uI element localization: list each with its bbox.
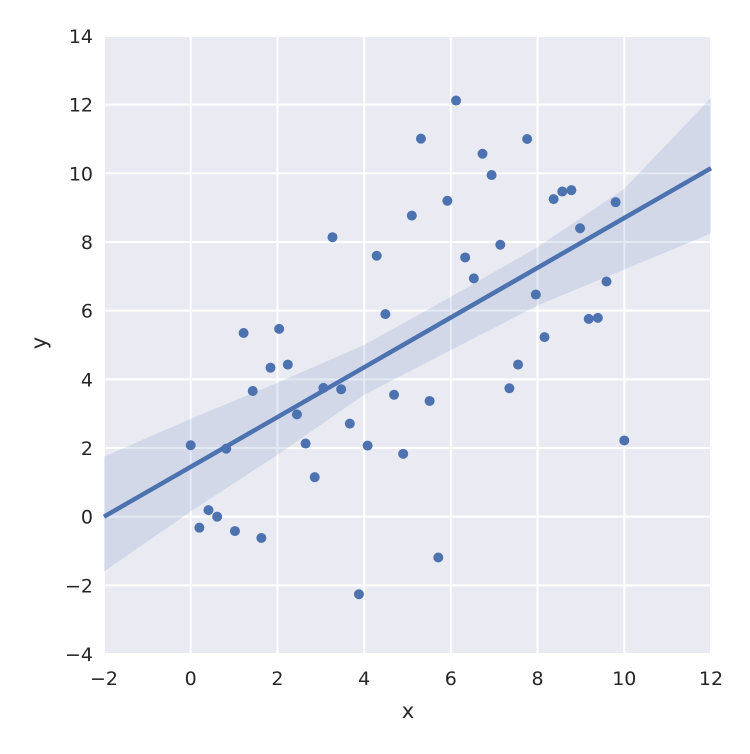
data-point [389,389,400,400]
confidence-band [104,97,711,572]
y-tick-label: 6 [81,301,93,323]
data-point [336,384,347,395]
x-axis-label: x [402,699,414,723]
data-point [238,327,249,338]
data-point [380,309,391,320]
x-tick-label: 10 [612,668,636,690]
data-point [398,448,409,459]
x-tick-label: −2 [90,668,118,690]
data-point [344,418,355,429]
data-point [548,194,559,205]
data-point [610,197,621,208]
data-point [256,532,267,543]
y-tick-label: 8 [81,232,93,254]
data-point [522,134,533,144]
data-point [433,552,444,563]
data-point [309,472,320,483]
y-tick-label: 2 [81,438,93,460]
x-tick-label: 8 [532,668,544,690]
data-point [265,362,276,373]
data-point [592,312,603,323]
data-point [601,276,612,287]
data-point [539,332,550,343]
data-point [557,186,568,197]
data-point [583,313,594,324]
data-point [282,359,293,370]
data-point [468,273,479,284]
data-point [619,435,630,446]
data-point [575,223,586,234]
data-point [460,252,471,263]
data-point [477,148,488,159]
y-tick-label: 10 [69,163,93,185]
y-tick-labels: −4 −2 0 2 4 6 8 10 12 14 [65,26,93,666]
data-point [451,95,462,106]
data-point [415,133,426,144]
data-point [371,250,382,261]
x-tick-label: 2 [271,668,283,690]
data-point [300,438,311,449]
data-point [203,505,214,516]
data-point [194,522,205,533]
data-point [362,440,373,451]
data-point [424,395,435,406]
y-axis-label: y [27,337,51,349]
data-point [495,239,506,250]
data-point [530,289,541,300]
data-point [327,232,338,243]
data-point [406,210,417,221]
y-tick-label: 0 [81,507,93,529]
data-point [247,386,258,397]
scatter-points [185,95,630,600]
data-point [486,170,497,181]
x-tick-label: 12 [699,668,723,690]
data-point [185,440,196,451]
y-tick-label: −4 [65,644,93,666]
data-point [291,409,302,420]
x-tick-label: 4 [358,668,370,690]
x-tick-label: 6 [445,668,457,690]
x-tick-labels: −2 0 2 4 6 8 10 12 [90,668,723,690]
y-tick-label: 14 [69,26,93,48]
data-point [504,383,515,394]
data-point [212,511,223,522]
grid-lines [103,35,712,655]
data-point [274,323,285,334]
regression-line [102,166,713,519]
confidence-band-layer [104,97,711,572]
x-tick-label: 0 [185,668,197,690]
y-tick-label: 4 [81,369,93,391]
data-point [513,359,524,370]
data-point [566,185,577,196]
y-tick-label: 12 [69,95,93,117]
data-point [442,195,453,206]
regression-line-layer [102,166,713,519]
y-tick-label: −2 [65,575,93,597]
data-point [353,589,364,600]
data-point [229,526,240,537]
